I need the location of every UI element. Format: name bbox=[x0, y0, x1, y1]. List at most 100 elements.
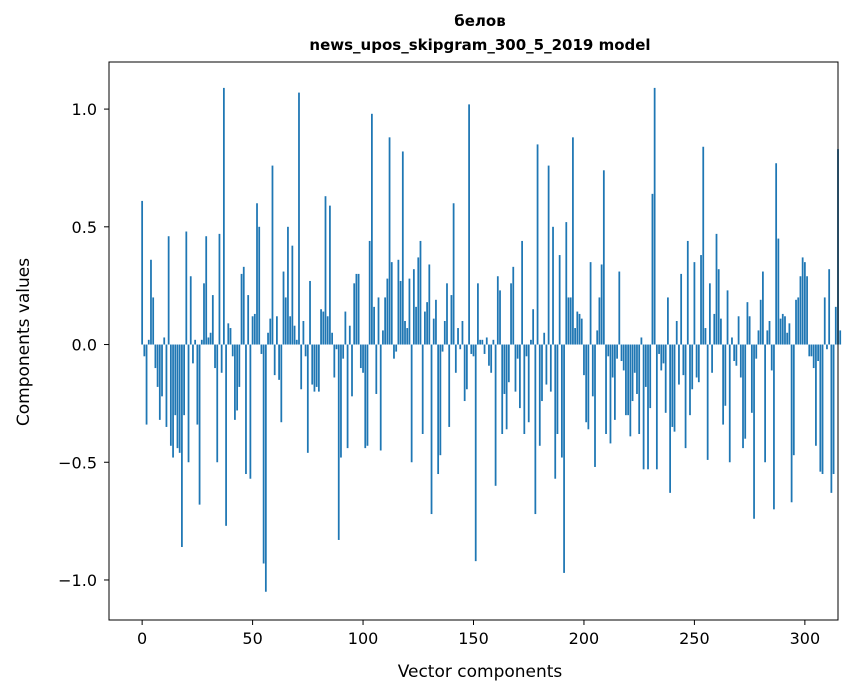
bar bbox=[702, 146, 705, 345]
bar bbox=[176, 344, 179, 449]
bar bbox=[530, 339, 532, 345]
bar bbox=[501, 344, 504, 434]
bar bbox=[547, 165, 550, 345]
bar bbox=[346, 344, 349, 449]
bar bbox=[421, 344, 424, 434]
bar bbox=[821, 344, 824, 475]
bar bbox=[289, 316, 292, 345]
bar bbox=[196, 344, 199, 425]
bar bbox=[629, 344, 632, 437]
bar bbox=[430, 344, 433, 515]
bar bbox=[214, 344, 216, 369]
bar bbox=[207, 337, 210, 345]
bar bbox=[450, 295, 453, 345]
bar bbox=[448, 344, 451, 427]
bar bbox=[512, 266, 515, 345]
bar bbox=[185, 231, 188, 345]
bar bbox=[218, 233, 221, 345]
y-tick-label: −1.0 bbox=[58, 571, 97, 590]
x-tick-label: 150 bbox=[458, 629, 489, 648]
bar bbox=[384, 297, 387, 345]
bar bbox=[147, 339, 150, 345]
bar bbox=[280, 344, 283, 423]
bar bbox=[393, 344, 395, 359]
bar bbox=[483, 344, 486, 354]
bar bbox=[264, 344, 267, 592]
bar bbox=[439, 344, 442, 456]
bar bbox=[209, 332, 212, 345]
bar bbox=[755, 344, 758, 359]
bar bbox=[152, 297, 155, 345]
bar bbox=[340, 344, 342, 458]
bar bbox=[324, 196, 327, 345]
bar bbox=[810, 344, 813, 357]
bar bbox=[315, 344, 318, 387]
bar bbox=[362, 344, 364, 373]
bar bbox=[496, 276, 499, 345]
bar bbox=[240, 273, 243, 345]
bar bbox=[549, 344, 552, 392]
bar bbox=[640, 337, 643, 345]
bar bbox=[435, 299, 437, 345]
bar bbox=[784, 316, 786, 345]
y-tick-label: 0.5 bbox=[72, 218, 97, 237]
bar bbox=[461, 320, 464, 345]
bar bbox=[236, 344, 239, 411]
bar bbox=[273, 344, 276, 376]
bar bbox=[267, 332, 269, 345]
bar bbox=[538, 344, 541, 446]
bar bbox=[183, 344, 185, 416]
bar bbox=[801, 257, 804, 345]
bar bbox=[499, 290, 501, 345]
bar bbox=[408, 278, 411, 345]
x-tick-label: 250 bbox=[679, 629, 710, 648]
bar bbox=[366, 344, 369, 446]
bar bbox=[585, 344, 588, 423]
bar bbox=[706, 344, 709, 460]
bar bbox=[459, 344, 462, 350]
bar bbox=[287, 226, 289, 345]
bar bbox=[507, 344, 510, 383]
chart-subtitle: news_upos_skipgram_300_5_2019 model bbox=[309, 36, 650, 54]
bar bbox=[534, 344, 537, 515]
bar bbox=[695, 344, 698, 378]
x-tick-label: 50 bbox=[242, 629, 262, 648]
bar bbox=[697, 344, 700, 383]
x-axis-label: Vector components bbox=[398, 662, 563, 682]
bar bbox=[715, 233, 718, 345]
bar bbox=[682, 344, 685, 376]
bar bbox=[355, 273, 358, 345]
bar bbox=[335, 344, 338, 350]
bar bbox=[189, 276, 192, 345]
bar bbox=[306, 344, 309, 453]
bar bbox=[441, 344, 444, 352]
bar bbox=[839, 330, 842, 345]
bar bbox=[357, 273, 360, 345]
bar bbox=[806, 276, 808, 345]
bar bbox=[284, 297, 287, 345]
bar bbox=[823, 297, 826, 345]
bar bbox=[371, 113, 373, 345]
bar bbox=[470, 344, 473, 354]
y-axis-label: Components values bbox=[14, 258, 34, 426]
bar bbox=[424, 311, 426, 345]
bar bbox=[633, 344, 636, 373]
bar bbox=[728, 344, 731, 463]
plot-frame bbox=[108, 61, 839, 621]
bar bbox=[472, 344, 475, 357]
bar bbox=[742, 344, 744, 449]
bar bbox=[397, 259, 400, 345]
bar bbox=[514, 344, 517, 392]
bar bbox=[494, 344, 497, 486]
bar bbox=[249, 344, 252, 479]
bar bbox=[313, 344, 316, 392]
bar bbox=[812, 344, 815, 369]
bar bbox=[799, 276, 802, 345]
bar bbox=[510, 283, 512, 345]
bar bbox=[271, 165, 274, 345]
bar bbox=[602, 170, 605, 345]
bar bbox=[428, 264, 431, 345]
bar bbox=[708, 283, 711, 345]
bar bbox=[419, 240, 422, 345]
